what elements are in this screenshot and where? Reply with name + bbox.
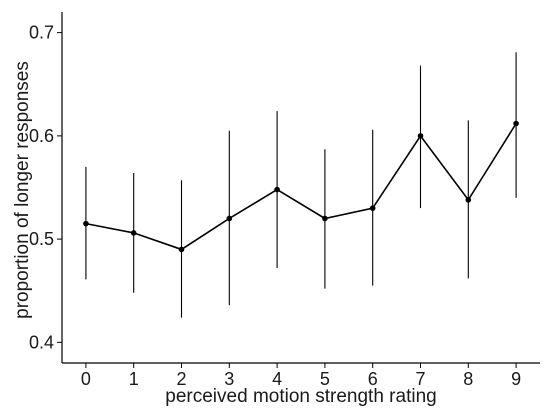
x-tick-label: 6 bbox=[368, 369, 378, 389]
x-tick-label: 0 bbox=[81, 369, 91, 389]
x-tick-label: 1 bbox=[129, 369, 139, 389]
series-line bbox=[85, 123, 517, 251]
x-tick-label: 2 bbox=[176, 369, 186, 389]
x-tick-label: 7 bbox=[415, 369, 425, 389]
x-tick-label: 3 bbox=[224, 369, 234, 389]
x-tick-label: 9 bbox=[511, 369, 521, 389]
y-tick-label: 0.7 bbox=[29, 23, 54, 43]
data-point bbox=[322, 215, 328, 222]
data-point bbox=[417, 133, 424, 139]
data-point bbox=[513, 120, 519, 127]
x-ticks: 0 1 2 3 4 5 6 7 8 9 bbox=[81, 363, 521, 389]
x-tick-label: 8 bbox=[463, 369, 473, 389]
error-bars bbox=[85, 52, 517, 318]
data-point bbox=[274, 186, 280, 193]
data-point bbox=[83, 220, 89, 227]
y-tick-label: 0.6 bbox=[29, 126, 54, 146]
data-point bbox=[178, 246, 185, 253]
data-point bbox=[226, 215, 233, 222]
x-tick-label: 5 bbox=[320, 369, 330, 389]
x-axis-title: perceived motion strength rating bbox=[165, 386, 436, 407]
axes bbox=[61, 12, 540, 364]
data-point bbox=[369, 205, 376, 211]
y-tick-label: 0.4 bbox=[29, 332, 54, 352]
data-points bbox=[83, 120, 519, 253]
x-tick-label: 4 bbox=[272, 369, 282, 389]
y-ticks: 0.4 0.5 0.6 0.7 bbox=[29, 23, 62, 352]
data-point bbox=[130, 230, 137, 236]
data-point bbox=[465, 197, 472, 203]
y-tick-label: 0.5 bbox=[29, 229, 54, 249]
y-axis-title: proportion of longer responses bbox=[12, 61, 33, 319]
